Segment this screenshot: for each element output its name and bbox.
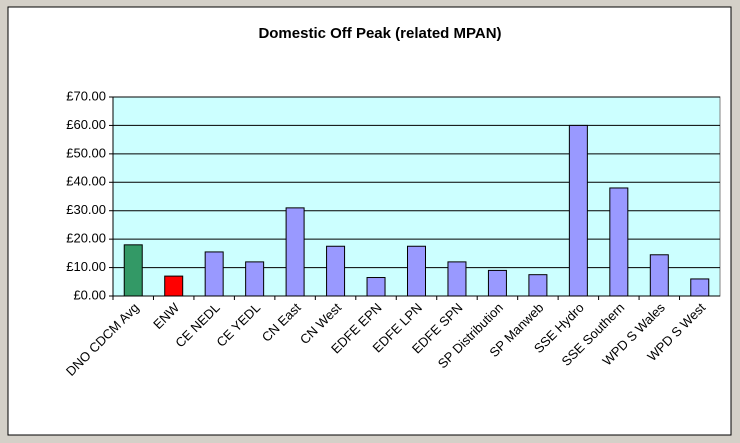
bar: [609, 187, 629, 297]
y-tick-label: £60.00: [66, 117, 106, 132]
chart-title: Domestic Off Peak (related MPAN): [258, 25, 501, 42]
bar: [326, 245, 346, 297]
bar: [204, 251, 224, 297]
y-tick-label: £0.00: [73, 287, 106, 302]
bar: [528, 274, 548, 297]
y-tick-label: £20.00: [66, 231, 106, 246]
bar: [123, 244, 143, 297]
bar: [407, 245, 426, 297]
y-tick-label: £50.00: [66, 145, 106, 160]
bar: [285, 207, 305, 297]
bar: [568, 124, 588, 297]
y-tick-label: £10.00: [66, 259, 106, 274]
bar: [164, 275, 184, 297]
bar: [649, 254, 669, 297]
bar: [487, 269, 507, 297]
bar: [366, 277, 386, 297]
y-tick-label: £40.00: [66, 174, 106, 189]
bar: [690, 278, 710, 297]
bar: [447, 261, 467, 297]
y-tick-label: £70.00: [66, 88, 106, 103]
bar: [245, 261, 265, 297]
y-tick-label: £30.00: [66, 202, 106, 217]
